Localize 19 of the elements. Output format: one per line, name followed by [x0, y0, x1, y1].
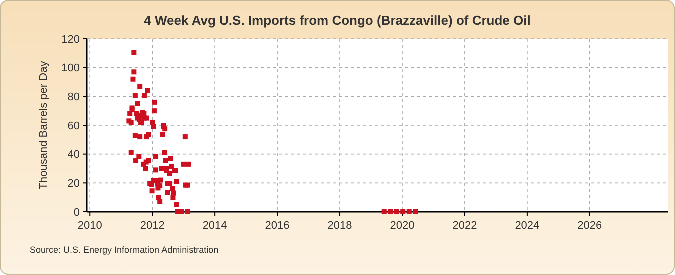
y-tick-label: 120 [62, 34, 80, 46]
y-tick-label: 0 [74, 206, 80, 219]
x-tick-label: 2016 [265, 220, 290, 232]
x-tick-label: 2018 [328, 220, 352, 232]
y-tick-label: 80 [68, 92, 80, 104]
x-tick-label: 2024 [515, 220, 540, 232]
y-axis-title: Thousand Barrels per Day [38, 60, 50, 190]
y-tick-label: 100 [62, 62, 80, 75]
y-tick-label: 60 [68, 120, 80, 132]
x-tick-label: 2026 [578, 220, 602, 232]
x-tick-label: 2012 [140, 220, 165, 232]
x-tick-label: 2020 [390, 220, 415, 232]
x-tick-label: 2014 [202, 220, 228, 232]
chart-title: 4 Week Avg U.S. Imports from Congo (Brazzaville) of Crude Oil [144, 13, 531, 28]
x-tick-label: 2022 [452, 220, 478, 232]
x-tick-label: 2010 [78, 220, 102, 232]
y-tick-label: 40 [68, 149, 80, 162]
source-note: Source: U.S. Energy Information Administration [30, 245, 219, 255]
y-tick-label: 20 [68, 178, 80, 190]
